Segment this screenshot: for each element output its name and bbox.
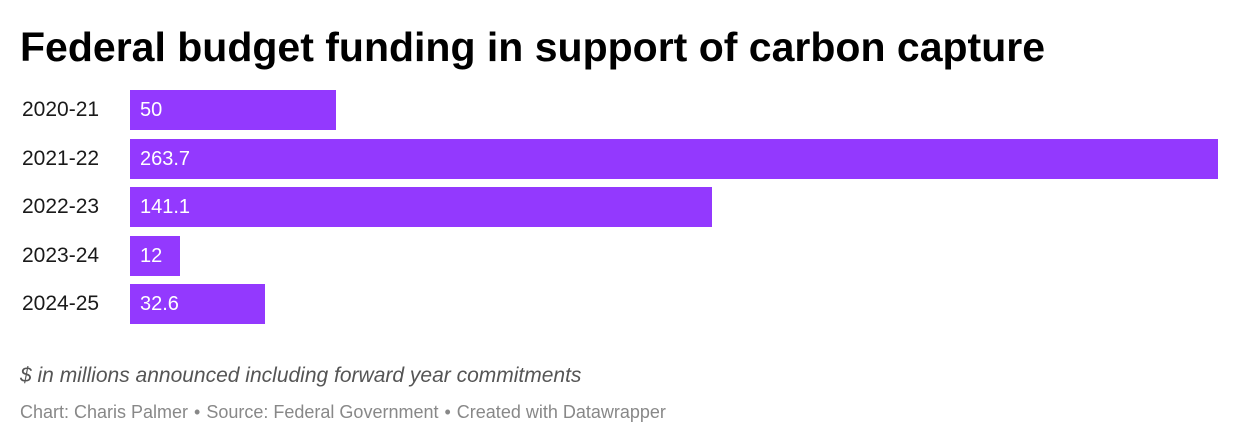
category-label: 2024-25 <box>22 292 100 315</box>
credit-separator: • <box>444 402 451 422</box>
bar-value-label: 12 <box>140 244 163 267</box>
category-label: 2020-21 <box>22 98 100 121</box>
bar <box>130 138 1218 179</box>
bar-value-label: 141.1 <box>140 196 191 218</box>
category-label: 2023-24 <box>22 243 100 267</box>
chart-plot-area: 2020-21 50 2021-22 263.7 2022-23 141.1 2023-24… <box>22 90 1218 324</box>
category-label: 2021-22 <box>22 146 100 170</box>
bar-value-label: 50 <box>140 99 163 121</box>
bar <box>130 187 713 227</box>
credit-author: Chart: Charis Palmer <box>20 402 189 422</box>
bar <box>130 235 180 276</box>
category-label: 2022-23 <box>22 195 100 218</box>
credit-separator: • <box>194 402 201 422</box>
chart-notes: $ in millions announced including forwar… <box>20 364 582 387</box>
bar-value-label: 263.7 <box>140 147 191 170</box>
chart-credits: Chart: Charis Palmer • Source: Federal Gov… <box>20 400 666 424</box>
bar-value-label: 32.6 <box>140 293 179 315</box>
credit-source: Source: Federal Government <box>206 402 439 422</box>
credit-datawrapper: Created with Datawrapper <box>456 402 666 422</box>
bar <box>130 90 337 130</box>
chart-title: Federal budget funding in support of car… <box>20 24 1045 70</box>
bar <box>130 284 265 324</box>
